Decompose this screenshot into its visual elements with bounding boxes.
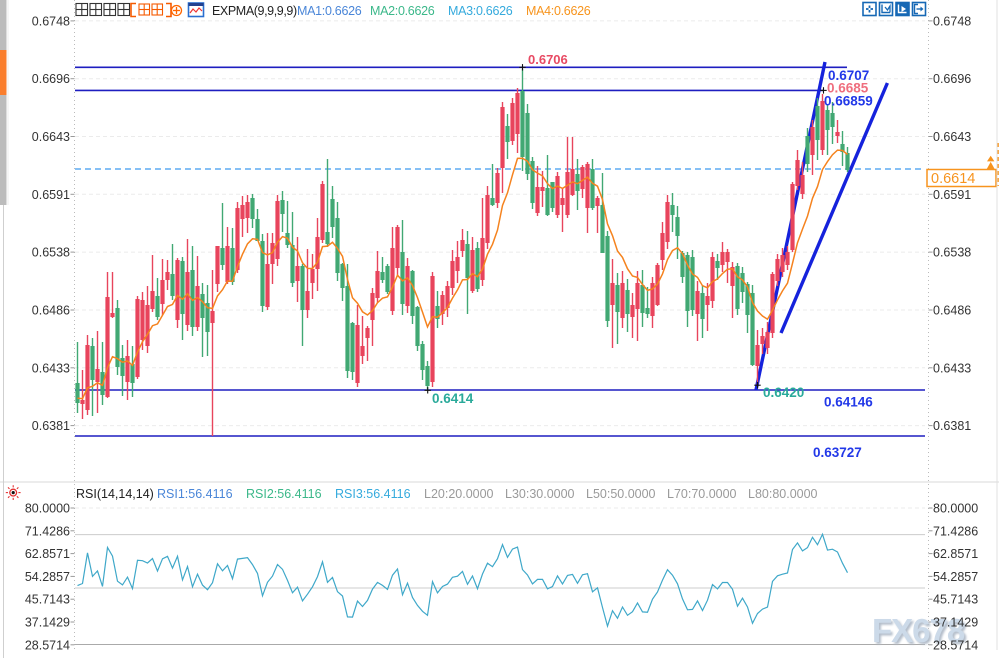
svg-text:MA4:0.6626: MA4:0.6626 [526, 4, 591, 18]
svg-text:0.6414: 0.6414 [432, 391, 474, 406]
svg-text:0.6538: 0.6538 [32, 246, 70, 260]
svg-text:RSI2:56.4116: RSI2:56.4116 [246, 487, 322, 501]
svg-text:45.7143: 45.7143 [25, 593, 70, 607]
svg-text:0.6420: 0.6420 [763, 385, 804, 400]
svg-text:37.1429: 37.1429 [933, 616, 978, 630]
svg-text:0.6643: 0.6643 [933, 130, 971, 144]
svg-text:80.0000: 80.0000 [933, 502, 978, 516]
svg-text:0.6685: 0.6685 [827, 81, 869, 96]
svg-text:0.6433: 0.6433 [32, 361, 70, 375]
svg-text:MA2:0.6626: MA2:0.6626 [370, 4, 435, 18]
svg-text:MA3:0.6626: MA3:0.6626 [448, 4, 513, 18]
svg-text:0.6486: 0.6486 [32, 304, 70, 318]
svg-text:62.8571: 62.8571 [25, 547, 70, 561]
svg-text:0.6696: 0.6696 [933, 72, 971, 86]
svg-text:0.6433: 0.6433 [933, 361, 971, 375]
svg-text:L50:50.0000: L50:50.0000 [586, 487, 656, 501]
svg-text:0.6707: 0.6707 [828, 68, 869, 83]
svg-text:FX678: FX678 [872, 612, 965, 649]
svg-text:37.1429: 37.1429 [25, 616, 70, 630]
svg-text:54.2857: 54.2857 [25, 570, 70, 584]
svg-text:L80:80.0000: L80:80.0000 [748, 487, 818, 501]
svg-text:0.63727: 0.63727 [813, 445, 862, 460]
svg-text:0.64146: 0.64146 [824, 395, 873, 410]
svg-text:L70:70.0000: L70:70.0000 [667, 487, 737, 501]
svg-text:0.6591: 0.6591 [32, 188, 70, 202]
svg-text:71.4286: 71.4286 [933, 524, 978, 538]
svg-text:62.8571: 62.8571 [933, 547, 978, 561]
svg-text:L30:30.0000: L30:30.0000 [505, 487, 575, 501]
svg-text:0.6486: 0.6486 [933, 304, 971, 318]
svg-text:0.6538: 0.6538 [933, 246, 971, 260]
svg-text:L20:20.0000: L20:20.0000 [424, 487, 494, 501]
svg-text:71.4286: 71.4286 [25, 524, 70, 538]
svg-text:80.0000: 80.0000 [25, 502, 70, 516]
svg-text:0.6381: 0.6381 [933, 419, 971, 433]
svg-text:0.6748: 0.6748 [933, 14, 971, 28]
svg-text:0.6591: 0.6591 [933, 188, 971, 202]
svg-text:45.7143: 45.7143 [933, 593, 978, 607]
svg-text:0.6643: 0.6643 [32, 130, 70, 144]
svg-text:RSI1:56.4116: RSI1:56.4116 [157, 487, 233, 501]
svg-text:0.66859: 0.66859 [824, 94, 873, 109]
svg-text:0.6614: 0.6614 [931, 171, 975, 187]
svg-text:28.5714: 28.5714 [25, 638, 70, 652]
svg-text:0.6696: 0.6696 [32, 72, 70, 86]
svg-text:0.6706: 0.6706 [528, 52, 568, 67]
svg-text:EXPMA(9,9,9,9): EXPMA(9,9,9,9) [212, 4, 297, 18]
svg-text:28.5714: 28.5714 [933, 638, 978, 652]
svg-text:RSI3:56.4116: RSI3:56.4116 [335, 487, 411, 501]
svg-text:0.6748: 0.6748 [32, 14, 70, 28]
svg-text:MA1:0.6626: MA1:0.6626 [297, 4, 362, 18]
svg-text:54.2857: 54.2857 [933, 570, 978, 584]
svg-text:0.6381: 0.6381 [32, 419, 70, 433]
svg-text:RSI(14,14,14): RSI(14,14,14) [76, 487, 154, 501]
